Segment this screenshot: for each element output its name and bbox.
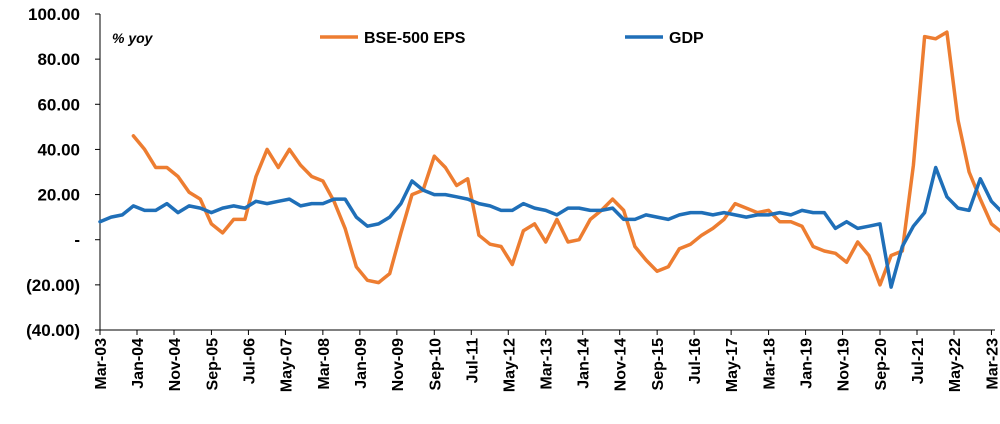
x-tick-label: Jul-06	[241, 338, 258, 384]
x-tick-label: Nov-09	[390, 338, 407, 391]
x-tick-label: Nov-19	[836, 338, 853, 391]
y-tick-label: -	[74, 231, 80, 250]
x-tick-label: Sep-05	[204, 338, 221, 391]
x-tick-label: Sep-10	[427, 338, 444, 391]
x-tick-label: Nov-04	[167, 338, 184, 391]
y-tick-label: 100.00	[28, 5, 80, 24]
x-tick-label: Mar-08	[316, 338, 333, 390]
x-tick-label: Mar-18	[762, 338, 779, 390]
x-tick-label: Mar-23	[984, 338, 1000, 390]
x-tick-label: May-07	[278, 338, 295, 392]
x-tick-label: Jan-14	[576, 338, 593, 389]
x-tick-label: Sep-20	[873, 338, 890, 391]
legend-label-bse-500-eps: BSE-500 EPS	[364, 30, 466, 47]
x-tick-label: Jul-16	[687, 338, 704, 384]
x-tick-label: Jan-09	[353, 338, 370, 389]
y-tick-label: (20.00)	[26, 276, 80, 295]
x-tick-label: Mar-13	[539, 338, 556, 390]
y-tick-label: 20.00	[37, 186, 80, 205]
y-tick-label: (40.00)	[26, 321, 80, 340]
x-tick-label: Jul-21	[910, 338, 927, 384]
unit-label: % yoy	[112, 30, 154, 46]
series-group	[98, 30, 1000, 289]
y-tick-label: 60.00	[37, 95, 80, 114]
axes: 100.00 80.00 60.00 40.00 20.00 - (20.00) (40.00…	[26, 5, 1000, 392]
legend-label-gdp: GDP	[669, 30, 704, 47]
x-tick-label: Jan-04	[130, 338, 147, 389]
x-tick-label: Jan-19	[799, 338, 816, 389]
x-tick-label: Mar-03	[93, 338, 110, 390]
x-tick-label: May-22	[947, 338, 964, 392]
x-tick-label: Jul-11	[464, 338, 481, 383]
legend: BSE-500 EPS GDP	[320, 30, 704, 47]
x-tick-label: May-12	[501, 338, 518, 392]
series-line-bse-500-eps	[131, 30, 1000, 287]
y-tick-label: 80.00	[37, 50, 80, 69]
x-tick-label: Nov-14	[613, 338, 630, 391]
series-line-gdp	[98, 165, 1000, 289]
x-tick-label: Sep-15	[650, 338, 667, 391]
y-tick-label: 40.00	[37, 140, 80, 159]
x-tick-label: May-17	[724, 338, 741, 392]
